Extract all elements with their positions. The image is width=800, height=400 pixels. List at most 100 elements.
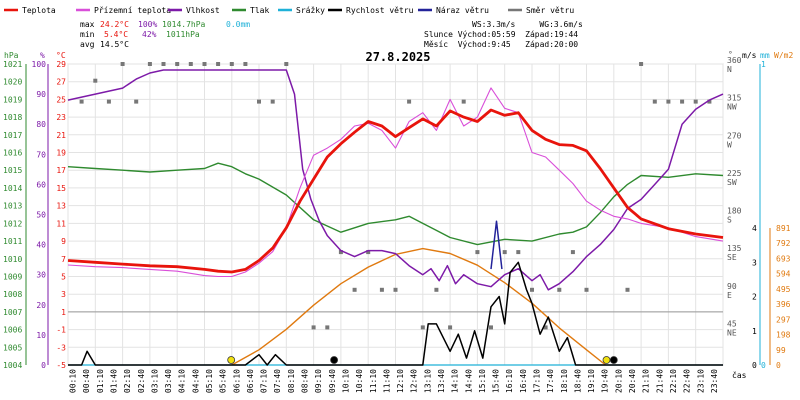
wind-direction-point bbox=[106, 99, 111, 104]
unit-mm: mm bbox=[760, 51, 770, 60]
stat-min-press: 1011hPa bbox=[166, 30, 200, 39]
x-axis-label: čas bbox=[732, 370, 747, 380]
wind-direction-point bbox=[175, 62, 180, 66]
x-tick: 15:10 bbox=[478, 369, 487, 393]
solar-tick: 891 bbox=[776, 224, 791, 233]
temperature-tick: 5 bbox=[61, 273, 66, 282]
legend-label: Srážky bbox=[296, 6, 325, 15]
x-tick: 14:40 bbox=[464, 369, 473, 393]
series-layer bbox=[67, 62, 724, 366]
x-tick: 22:10 bbox=[669, 369, 678, 393]
direction-label: S bbox=[727, 216, 732, 225]
wind-speed-tick: 4 bbox=[752, 224, 757, 233]
direction-label: SW bbox=[727, 178, 737, 187]
x-tick: 01:10 bbox=[96, 369, 105, 393]
wind-direction-point bbox=[461, 99, 466, 104]
x-tick: 13:40 bbox=[437, 369, 446, 393]
temperature-tick: 13 bbox=[56, 202, 66, 211]
wind-direction-point bbox=[393, 287, 398, 292]
pressure-tick: 1017 bbox=[3, 131, 22, 140]
solar-tick: 594 bbox=[776, 270, 791, 279]
x-tick: 16:10 bbox=[505, 369, 514, 393]
direction-label: NW bbox=[727, 103, 737, 112]
wind-direction-point bbox=[420, 325, 425, 330]
ground-temperature-line bbox=[67, 87, 724, 278]
pressure-tick: 1005 bbox=[3, 343, 22, 352]
pressure-tick: 1009 bbox=[3, 273, 22, 282]
stat-min-hum: 42% bbox=[142, 30, 157, 39]
pressure-tick: 1011 bbox=[3, 237, 22, 246]
sun-info: Slunce Východ:05:59 Západ:19:44 bbox=[424, 30, 578, 39]
x-tick: 13:10 bbox=[423, 369, 432, 393]
temperature-tick: 11 bbox=[56, 219, 66, 228]
sunrise-marker bbox=[227, 356, 236, 364]
x-tick: 14:10 bbox=[451, 369, 460, 393]
x-tick: 12:40 bbox=[410, 369, 419, 393]
x-tick: 00:40 bbox=[82, 369, 91, 393]
direction-tick: 135 bbox=[727, 244, 742, 253]
humidity-tick: 70 bbox=[36, 150, 46, 159]
solar-tick: 0 bbox=[776, 361, 781, 370]
humidity-tick: 80 bbox=[36, 120, 46, 129]
pressure-tick: 1014 bbox=[3, 184, 22, 193]
stat-avg-label: avg bbox=[80, 40, 95, 49]
wind-direction-point bbox=[652, 99, 657, 104]
humidity-tick: 10 bbox=[36, 331, 46, 340]
info-block: WS:3.3m/s WG:3.6m/s Slunce Východ:05:59 … bbox=[424, 20, 583, 49]
x-tick: 16:40 bbox=[519, 369, 528, 393]
x-tick: 05:40 bbox=[219, 369, 228, 393]
x-tick: 20:40 bbox=[628, 369, 637, 393]
stat-max-press: 1014.7hPa bbox=[162, 20, 206, 29]
solar-radiation-line bbox=[231, 247, 607, 366]
wind-direction-point bbox=[584, 287, 589, 292]
wind-speed-tick: 2 bbox=[752, 293, 757, 302]
wind-direction-point bbox=[338, 250, 343, 255]
humidity-tick: 50 bbox=[36, 211, 46, 220]
wind-direction-point bbox=[311, 325, 316, 330]
temperature-line bbox=[67, 108, 724, 274]
temperature-tick: 7 bbox=[61, 255, 66, 264]
stat-min-temp: 5.4°C bbox=[104, 30, 128, 39]
wind-direction-point bbox=[570, 250, 575, 255]
legend-label: Náraz větru bbox=[436, 6, 489, 15]
wind-info: WS:3.3m/s WG:3.6m/s bbox=[472, 20, 583, 29]
direction-tick: 45 bbox=[727, 319, 737, 328]
humidity-line bbox=[67, 69, 724, 291]
humidity-tick: 40 bbox=[36, 241, 46, 250]
x-tick: 23:10 bbox=[696, 369, 705, 393]
wind-direction-point bbox=[680, 99, 685, 104]
x-tick: 23:40 bbox=[710, 369, 719, 393]
unit-wm2: W/m2 bbox=[774, 51, 793, 60]
wind-direction-point bbox=[379, 287, 384, 292]
pressure-tick: 1020 bbox=[3, 78, 22, 87]
wind-direction-point bbox=[120, 62, 125, 66]
wind-direction-point bbox=[707, 99, 712, 104]
wind-direction-point bbox=[557, 287, 562, 292]
temperature-tick: 21 bbox=[56, 131, 66, 140]
humidity-tick: 100 bbox=[32, 60, 47, 69]
x-tick: 08:10 bbox=[287, 369, 296, 393]
stat-avg-temp: 14.5°C bbox=[100, 40, 129, 49]
sunset-marker bbox=[602, 356, 611, 364]
x-tick: 07:10 bbox=[260, 369, 269, 393]
solar-tick: 99 bbox=[776, 346, 786, 355]
direction-label: N bbox=[727, 65, 732, 74]
stats-block: max 24.2°C 100% 1014.7hPa 0.0mm min 5.4°… bbox=[80, 20, 250, 49]
pressure-tick: 1010 bbox=[3, 255, 22, 264]
x-tick: 01:40 bbox=[110, 369, 119, 393]
wind-direction-point bbox=[543, 325, 548, 330]
x-tick: 19:10 bbox=[587, 369, 596, 393]
wind-speed-tick: 3 bbox=[752, 258, 757, 267]
x-tick: 15:40 bbox=[492, 369, 501, 393]
x-tick: 02:10 bbox=[123, 369, 132, 393]
pressure-tick: 1016 bbox=[3, 149, 22, 158]
x-tick: 21:40 bbox=[655, 369, 664, 393]
wind-direction-point bbox=[502, 250, 507, 255]
x-tick: 10:10 bbox=[342, 369, 351, 393]
x-tick: 11:40 bbox=[382, 369, 391, 393]
direction-tick: 90 bbox=[727, 282, 737, 291]
pressure-tick: 1013 bbox=[3, 202, 22, 211]
pressure-tick: 1021 bbox=[3, 60, 22, 69]
wind-direction-point bbox=[134, 99, 139, 104]
